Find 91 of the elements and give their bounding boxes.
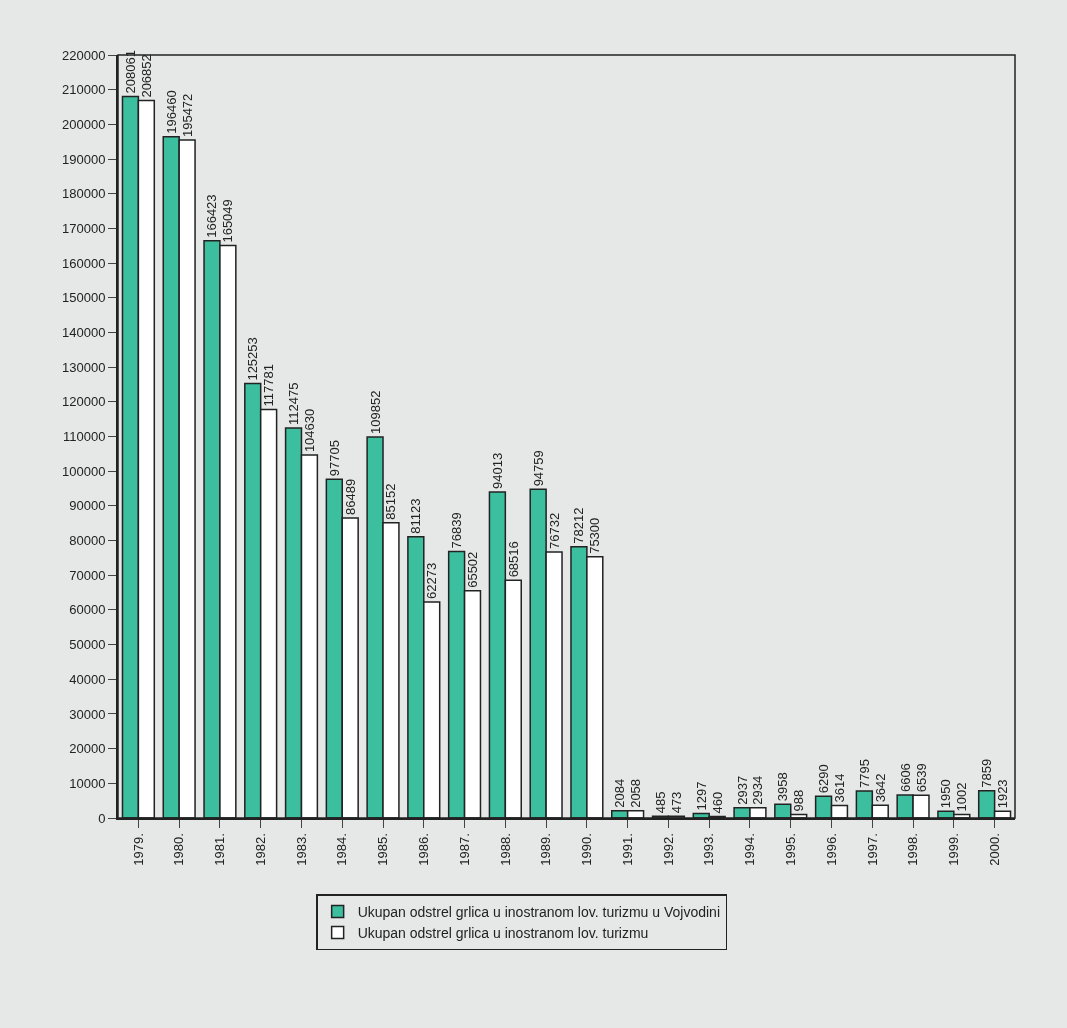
data-label: 1002 xyxy=(954,782,970,812)
data-label: 208061 xyxy=(122,50,138,94)
x-tick-label: 1992. xyxy=(660,833,676,866)
x-tick-label: 1983. xyxy=(293,833,309,866)
data-label: 196460 xyxy=(163,90,179,134)
data-label: 76732 xyxy=(546,512,562,549)
y-tick-label: 70000 xyxy=(69,567,106,583)
y-tick-label: 140000 xyxy=(62,325,106,340)
x-tick-label: 1999. xyxy=(946,833,962,866)
x-tick-label: 1990. xyxy=(579,833,595,866)
y-tick-label: 30000 xyxy=(69,706,106,722)
x-tick-label: 1985. xyxy=(375,833,391,866)
data-label: 94759 xyxy=(530,450,546,487)
y-tick-label: 150000 xyxy=(62,290,106,306)
data-label: 75300 xyxy=(587,517,603,554)
data-label: 206852 xyxy=(138,54,154,98)
x-tick-label: 1997. xyxy=(864,833,880,866)
data-label: 6290 xyxy=(816,764,832,794)
y-tick-label: 170000 xyxy=(62,220,106,236)
y-tick-label: 90000 xyxy=(69,498,106,514)
data-label: 7859 xyxy=(979,758,995,788)
y-tick-label: 180000 xyxy=(62,186,106,202)
data-label: 6539 xyxy=(913,763,929,793)
data-label: 2058 xyxy=(628,778,644,808)
data-label: 1297 xyxy=(693,781,709,811)
x-tick-label: 1995. xyxy=(782,833,798,866)
x-tick-label: 1996. xyxy=(823,833,839,866)
data-label: 3958 xyxy=(775,772,791,802)
y-tick-label: 40000 xyxy=(69,671,106,687)
data-label: 3642 xyxy=(872,773,888,803)
x-tick-label: 1979. xyxy=(130,833,146,866)
data-label: 6606 xyxy=(897,763,913,793)
x-tick-label: 1991. xyxy=(619,833,635,866)
data-label: 2084 xyxy=(612,778,628,808)
x-tick-label: 1994. xyxy=(742,833,758,866)
y-tick-label: 160000 xyxy=(62,255,106,271)
x-tick-label: 1980. xyxy=(171,833,187,866)
x-tick-label: 1981. xyxy=(212,833,228,866)
legend-label: Ukupan odstrel grlica u inostranom lov. turizmu u Vojvodini xyxy=(357,903,721,920)
y-tick-label: 80000 xyxy=(69,533,106,549)
data-label: 104630 xyxy=(301,408,317,453)
data-label: 109852 xyxy=(367,390,383,435)
data-label: 65502 xyxy=(465,551,481,588)
x-tick-label: 1986. xyxy=(416,833,432,866)
x-tick-label: 1984. xyxy=(334,833,350,866)
data-label: 85152 xyxy=(383,483,399,520)
data-label: 62273 xyxy=(424,562,440,600)
data-label: 125253 xyxy=(245,337,261,381)
x-tick-label: 1987. xyxy=(456,833,472,866)
data-label: 166423 xyxy=(204,194,220,238)
y-tick-label: 100000 xyxy=(62,463,106,479)
y-tick-label: 130000 xyxy=(62,359,106,375)
data-label: 78212 xyxy=(571,507,587,544)
x-tick-label: 1988. xyxy=(497,833,513,866)
x-tick-label: 1998. xyxy=(905,833,921,866)
y-tick-label: 20000 xyxy=(69,741,106,757)
data-label: 112475 xyxy=(286,382,302,425)
data-label: 3614 xyxy=(831,773,847,803)
data-label: 76839 xyxy=(449,512,465,549)
y-tick-label: 50000 xyxy=(69,637,106,653)
y-tick-label: 110000 xyxy=(62,429,106,445)
data-label: 1950 xyxy=(938,779,954,809)
y-tick-label: 190000 xyxy=(62,151,106,167)
y-tick-label: 200000 xyxy=(62,116,106,132)
x-tick-label: 1989. xyxy=(538,833,554,866)
x-tick-label: 1993. xyxy=(701,833,717,866)
data-label: 94013 xyxy=(489,452,505,489)
y-tick-label: 60000 xyxy=(69,602,106,618)
y-tick-label: 0 xyxy=(98,810,106,826)
data-label: 86489 xyxy=(342,478,358,516)
data-label: 81123 xyxy=(408,498,424,534)
y-tick-label: 10000 xyxy=(69,775,106,791)
data-label: 485 xyxy=(652,791,668,814)
data-label: 460 xyxy=(709,791,725,814)
data-label: 97705 xyxy=(326,439,342,477)
data-label: 2937 xyxy=(734,775,750,805)
legend-label: Ukupan odstrel grlica u inostranom lov. turizmu xyxy=(357,925,649,942)
y-tick-label: 210000 xyxy=(62,82,106,98)
y-tick-label: 220000 xyxy=(62,47,106,63)
data-label: 195472 xyxy=(179,93,195,138)
data-label: 7795 xyxy=(856,759,872,788)
data-label: 117781 xyxy=(261,364,277,407)
data-label: 165049 xyxy=(220,199,236,243)
data-label: 2934 xyxy=(750,775,766,805)
data-label: 473 xyxy=(668,791,684,814)
x-tick-label: 1982. xyxy=(252,833,268,866)
data-label: 1923 xyxy=(995,779,1011,809)
y-tick-label: 120000 xyxy=(62,394,106,410)
data-label: 988 xyxy=(791,789,807,812)
data-label: 68516 xyxy=(505,541,521,578)
x-tick-label: 2000. xyxy=(986,833,1002,866)
